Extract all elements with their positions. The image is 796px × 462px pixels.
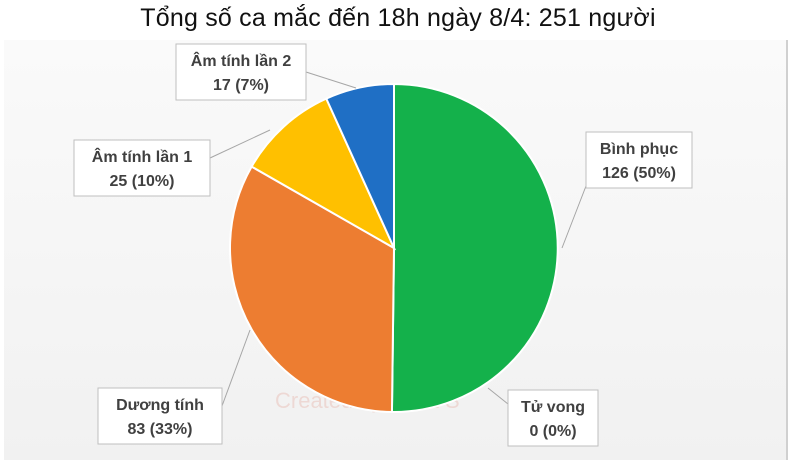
slice-value-dương-tính: 83 (33%): [128, 421, 193, 438]
slice-label-âm-tính-lần-1: Âm tính lần 1: [92, 147, 193, 166]
pie-slice-âm-tính-lần-1: [250, 97, 397, 251]
slice-label-âm-tính-lần-2: Âm tính lần 2: [191, 51, 292, 70]
slice-value-tử-vong: 0 (0%): [529, 423, 576, 440]
pie-slices: [228, 82, 559, 414]
slice-label-dương-tính: Dương tính: [116, 397, 204, 414]
leader-lines: [209, 71, 587, 407]
label-box-bình-phục: [585, 131, 693, 189]
pie-slice-dương-tính: [228, 165, 396, 414]
data-labels: Bình phục 126 (50%) Tử vong 0 (0%) Dương tín…: [73, 43, 693, 447]
slice-value-âm-tính-lần-2: 17 (7%): [213, 77, 269, 94]
slice-value-âm-tính-lần-1: 25 (10%): [110, 173, 175, 190]
leader-line-bình-phục: [561, 185, 587, 249]
pie-slice-bình-phục: [390, 82, 559, 413]
chart-title: Tổng số ca mắc đến 18h ngày 8/4: 251 ngư…: [140, 4, 656, 32]
leader-line-tử-vong: [487, 387, 509, 405]
leader-line-dương-tính: [221, 329, 251, 407]
slice-label-bình-phục: Bình phục: [600, 141, 678, 158]
label-box-dương-tính: [97, 387, 223, 445]
label-box-tử-vong: [507, 389, 599, 447]
slice-label-tử-vong: Tử vong: [521, 399, 585, 416]
label-box-âm-tính-lần-1: [73, 139, 211, 197]
label-box-âm-tính-lần-2: [175, 43, 307, 101]
slice-value-bình-phục: 126 (50%): [602, 165, 676, 182]
leader-line-âm-tính-lần-1: [209, 129, 271, 159]
pie-slice-âm-tính-lần-2: [324, 82, 395, 249]
leader-line-âm-tính-lần-2: [305, 71, 357, 89]
